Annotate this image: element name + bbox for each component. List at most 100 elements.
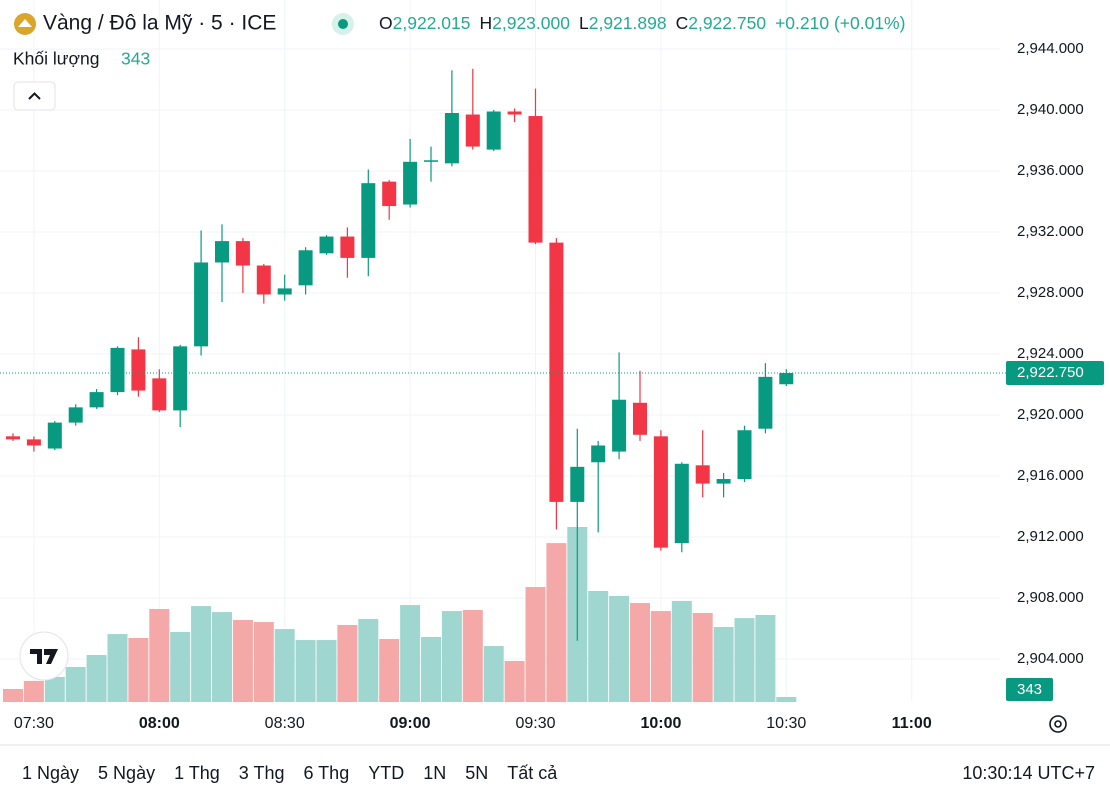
candle-body [235,241,250,266]
legend-change: +0.210 (+0.01%) [775,13,905,33]
range-button[interactable]: 5N [465,763,488,783]
legend-value: 2,922.750 [688,13,766,33]
candle-body [549,242,564,502]
candle-body [612,399,627,452]
volume-bar [107,634,128,702]
tv-logo[interactable] [19,631,69,681]
volume-bar [776,696,797,702]
collapse-icon[interactable] [28,92,41,100]
legend-value: 2,921.898 [589,13,667,33]
x-tick-label: 10:00 [640,715,681,732]
legend-label: H [479,13,492,33]
volume-bar [755,615,776,702]
candle-body [444,113,459,164]
y-tick-label: 2,940.000 [1017,101,1084,118]
candle-body [110,347,125,393]
x-tick-label: 08:00 [139,715,180,732]
volume-bar [734,618,755,702]
volume-bar [483,646,504,702]
tv-logo-mark[interactable] [30,649,58,664]
candle-body [277,288,292,295]
candle-body [382,181,397,207]
volume-last: 343 [121,49,150,69]
volume-bar [358,618,379,702]
volume-bar [274,629,295,702]
volume-bar [3,688,23,702]
y-tick-label: 2,916.000 [1017,467,1084,484]
last-price-label: 2,922.750 [1017,364,1084,381]
legend-label: O [379,13,393,33]
settings-icon-center[interactable] [1054,720,1062,728]
candle-body [716,479,731,484]
volume-bar [170,632,191,702]
candle-body [173,346,188,411]
candle-body [653,436,668,548]
candle-body [26,439,41,446]
volume-tag [1006,678,1053,701]
range-button[interactable]: 3 Thg [239,763,285,783]
range-button[interactable]: Tất cả [507,763,558,783]
volume-bar [462,610,483,702]
settings-icon[interactable] [1049,715,1067,733]
volume-bar [232,619,253,702]
legend-label: C [676,13,689,33]
candle-body [486,111,501,150]
candle-body [319,236,334,254]
last-price-tag [1006,361,1104,386]
candle-body [424,160,438,162]
candle-body [758,376,773,429]
y-tick-label: 2,924.000 [1017,345,1084,362]
x-tick-label: 09:00 [390,715,431,732]
candle-body [47,422,62,449]
volume-bar [128,638,149,702]
candle-body [737,430,752,480]
volume-bar [692,612,713,702]
volume-bar [441,611,462,702]
volume-bar [295,640,316,702]
collapse-button[interactable] [13,81,56,111]
volume-bar [650,611,671,702]
candle-body [131,349,146,391]
candle-body [695,465,710,484]
volume-bar [421,636,441,702]
chart-title: Vàng / Đô la Mỹ · 5 · ICE [43,12,276,35]
candle-body [298,250,313,286]
volume-bar [23,680,44,702]
x-tick-label: 07:30 [14,715,54,732]
x-tick-label: 10:30 [766,715,806,732]
volume-bar [588,590,609,702]
y-tick-label: 2,912.000 [1017,528,1084,545]
range-button[interactable]: 6 Thg [304,763,350,783]
x-tick-label: 08:30 [265,715,305,732]
volume-bar [546,543,567,702]
y-tick-label: 2,932.000 [1017,223,1084,240]
y-tick-label: 2,928.000 [1017,284,1084,301]
candle-body [507,111,522,115]
candle-body [403,161,418,205]
candle-body [465,114,480,147]
volume-bar [316,640,337,702]
volume-bar [149,609,170,702]
range-button[interactable]: 5 Ngày [98,763,155,783]
range-button[interactable]: 1 Ngày [22,763,79,783]
volume-bar [253,622,274,702]
range-button[interactable]: YTD [368,763,404,783]
candle-body [256,265,271,295]
y-tick-label: 2,908.000 [1017,589,1084,606]
candle-body [779,373,794,385]
symbol-logo-mark [18,19,32,27]
range-button[interactable]: 1N [423,763,446,783]
volume-bar [671,600,692,702]
candle-body [361,183,376,258]
volume-bar [609,595,630,702]
volume-tag-label: 343 [1017,681,1042,698]
volume-bar [504,660,525,702]
candle-body [152,378,167,411]
candle-body [89,392,104,408]
candle-body [633,402,647,435]
y-tick-label: 2,920.000 [1017,406,1084,423]
candle-body [674,463,689,544]
volume-bar [337,624,358,702]
range-button[interactable]: 1 Thg [174,763,220,783]
candle-body [591,445,606,463]
